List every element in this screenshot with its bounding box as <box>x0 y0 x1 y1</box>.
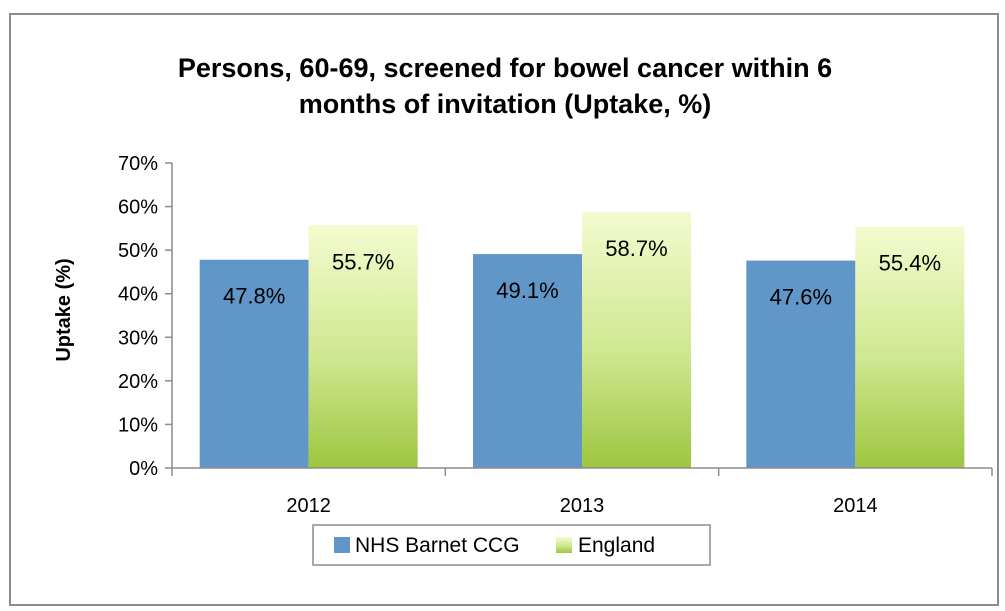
y-tick-label: 60% <box>118 197 158 219</box>
data-label: 49.1% <box>496 278 558 303</box>
legend-swatch-nhs-barnet-ccg <box>334 537 350 553</box>
x-tick-label: 2012 <box>286 495 331 517</box>
y-tick-label: 30% <box>118 327 158 349</box>
y-tick-label: 50% <box>118 240 158 262</box>
y-tick-label: 40% <box>118 284 158 306</box>
data-label: 47.6% <box>770 285 832 310</box>
y-axis-ticks: 0% 10% 20% 30% 40% 50% 60% 70% <box>118 153 172 480</box>
y-tick-label: 10% <box>118 414 158 436</box>
y-tick-label: 20% <box>118 371 158 393</box>
chart-title-line-2: months of invitation (Uptake, %) <box>299 89 712 119</box>
axes <box>171 163 992 469</box>
legend: NHS Barnet CCG England <box>312 524 711 566</box>
y-tick-label: 0% <box>129 458 158 480</box>
data-label: 55.7% <box>332 249 394 274</box>
legend-swatch-england <box>556 537 572 553</box>
legend-label-nhs-barnet-ccg: NHS Barnet CCG <box>355 534 520 557</box>
bar-england-2014 <box>855 226 965 468</box>
legend-box <box>312 524 711 566</box>
x-tick-label: 2013 <box>560 495 605 517</box>
bar-nhs-barnet-ccg-2012 <box>199 259 309 468</box>
data-labels: 47.8% 55.7% 49.1% 58.7% 47.6% 55.4% <box>223 236 941 309</box>
y-axis-label: Uptake (%) <box>53 258 75 361</box>
bar-england-2012 <box>308 225 418 468</box>
bar-nhs-barnet-ccg-2014 <box>746 260 856 468</box>
legend-label-england: England <box>578 534 655 557</box>
data-label: 47.8% <box>223 284 285 309</box>
chart-title-line-1: Persons, 60-69, screened for bowel cance… <box>178 53 832 83</box>
x-axis-ticks: 2012 2013 2014 <box>171 468 993 517</box>
y-tick-label: 70% <box>118 153 158 175</box>
x-tick-label: 2014 <box>833 495 878 517</box>
bars <box>199 212 965 468</box>
bar-nhs-barnet-ccg-2013 <box>473 254 582 468</box>
data-label: 55.4% <box>879 251 941 276</box>
data-label: 58.7% <box>605 236 667 261</box>
bar-england-2013 <box>582 212 691 468</box>
